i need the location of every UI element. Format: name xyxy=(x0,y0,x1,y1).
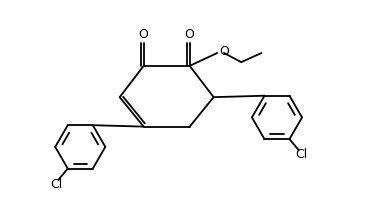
Text: Cl: Cl xyxy=(50,178,62,190)
Text: O: O xyxy=(219,45,229,58)
Text: O: O xyxy=(139,28,148,41)
Text: Cl: Cl xyxy=(295,148,307,161)
Text: O: O xyxy=(185,28,195,41)
